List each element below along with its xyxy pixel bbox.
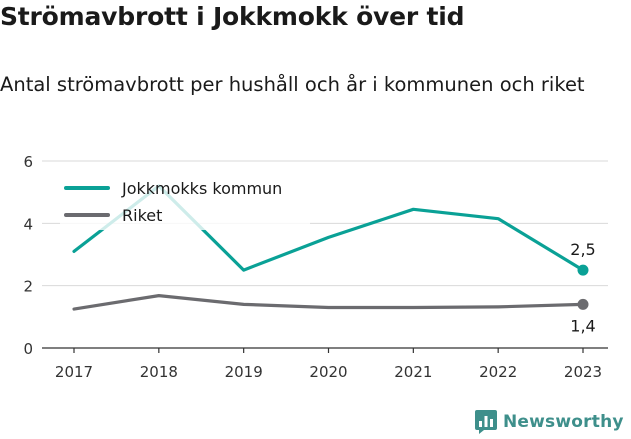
y-tick-label: 4 <box>23 215 33 233</box>
chart-bars-icon <box>475 410 497 434</box>
end-value-label: 1,4 <box>570 316 595 335</box>
chart-title: Strömavbrott i Jokkmokk över tid <box>0 2 465 31</box>
x-tick-label: 2020 <box>309 363 347 381</box>
x-tick-label: 2022 <box>479 363 517 381</box>
y-tick-label: 0 <box>23 340 33 358</box>
x-tick-label: 2023 <box>564 363 602 381</box>
x-tick-label: 2019 <box>225 363 263 381</box>
brand-name: Newsworthy <box>503 412 624 432</box>
chart-subtitle: Antal strömavbrott per hushåll och år i … <box>0 73 585 96</box>
end-labels: 2,5 1,4 <box>570 240 595 335</box>
newsworthy-logo: Newsworthy <box>474 407 624 437</box>
y-tick-label: 2 <box>23 278 33 296</box>
legend-label: Riket <box>122 206 162 225</box>
x-tick-label: 2018 <box>140 363 178 381</box>
series-line-riket <box>72 294 585 311</box>
legend: Jokkmokks kommun Riket <box>60 172 310 230</box>
x-tick-label: 2021 <box>394 363 432 381</box>
legend-background <box>60 172 310 230</box>
axes: 0 2 4 6 2017 2018 2019 2020 2021 2022 2023 <box>23 153 608 381</box>
x-tick-label: 2017 <box>55 363 93 381</box>
end-point-marker <box>577 298 589 310</box>
end-value-label: 2,5 <box>570 240 595 259</box>
legend-label: Jokkmokks kommun <box>121 179 282 198</box>
y-tick-label: 6 <box>23 153 33 171</box>
end-point-marker <box>577 264 589 276</box>
